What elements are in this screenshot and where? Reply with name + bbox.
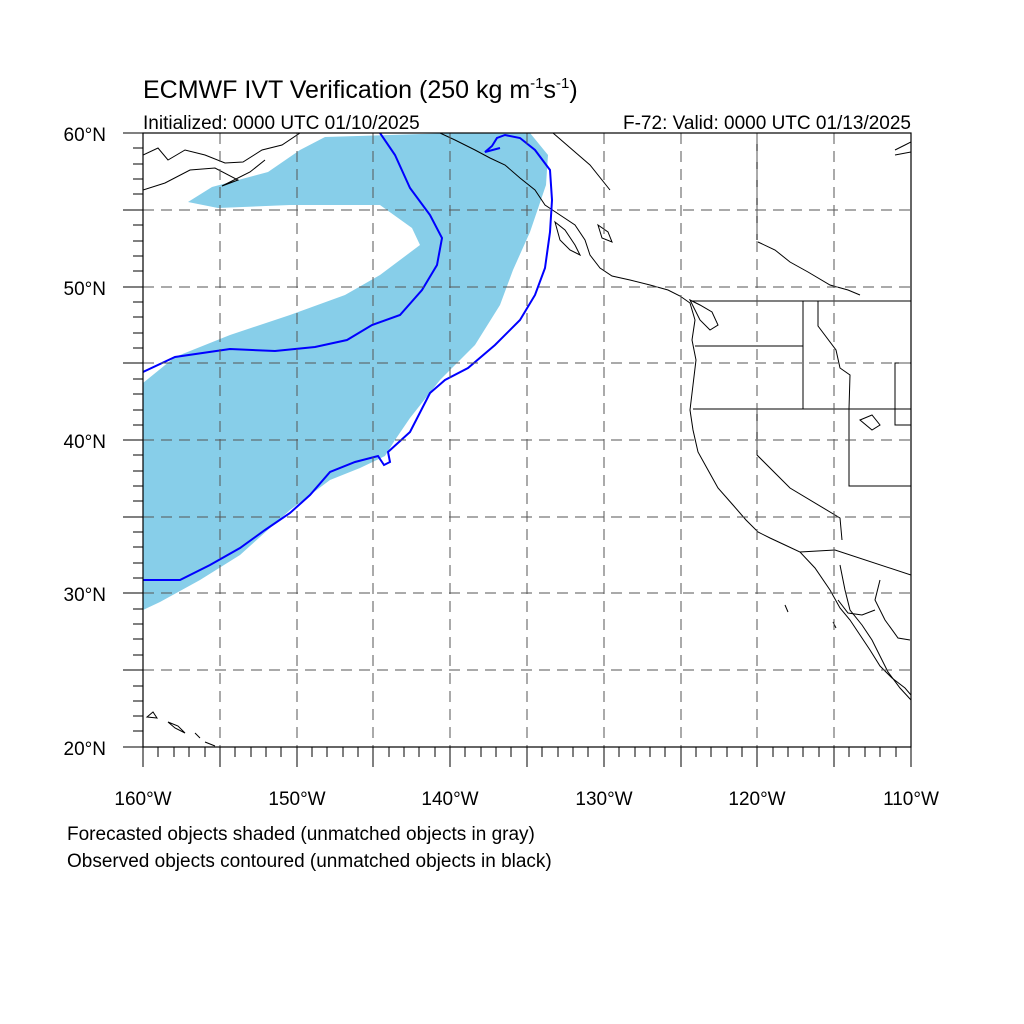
title-s: s	[544, 76, 557, 104]
forecast-ivt-object	[143, 133, 548, 610]
lat-label: 30°N	[64, 585, 106, 606]
observed-legend-note: Observed objects contoured (unmatched ob…	[67, 851, 552, 872]
lon-label: 130°W	[575, 789, 632, 810]
political-boundaries	[552, 133, 911, 576]
latitude-labels: 60°N 50°N 40°N 30°N 20°N	[64, 125, 106, 760]
observed-ivt-contours	[143, 133, 554, 581]
lat-label: 50°N	[64, 279, 106, 300]
lon-label: 140°W	[421, 789, 478, 810]
lat-label: 20°N	[64, 739, 106, 760]
title-exponent-2: -1	[556, 75, 569, 92]
lon-label: 150°W	[268, 789, 325, 810]
figure-title: ECMWF IVT Verification (250 kg m-1s-1)	[143, 75, 578, 104]
lon-label: 120°W	[728, 789, 785, 810]
lon-label: 160°W	[114, 789, 171, 810]
lon-label: 110°W	[883, 789, 939, 810]
gridlines	[143, 133, 911, 747]
tick-marks	[123, 132, 912, 767]
coastlines	[143, 133, 911, 747]
initialized-label: Initialized: 0000 UTC 01/10/2025	[143, 113, 420, 134]
title-close: )	[569, 76, 577, 104]
title-main: ECMWF IVT Verification (250 kg m	[143, 76, 530, 104]
lat-label: 40°N	[64, 432, 106, 453]
title-exponent-1: -1	[530, 75, 543, 92]
lat-label: 60°N	[64, 125, 106, 146]
longitude-labels: 160°W 150°W 140°W 130°W 120°W 110°W	[114, 789, 939, 810]
forecast-legend-note: Forecasted objects shaded (unmatched obj…	[67, 824, 535, 845]
valid-label: F-72: Valid: 0000 UTC 01/13/2025	[623, 113, 911, 134]
